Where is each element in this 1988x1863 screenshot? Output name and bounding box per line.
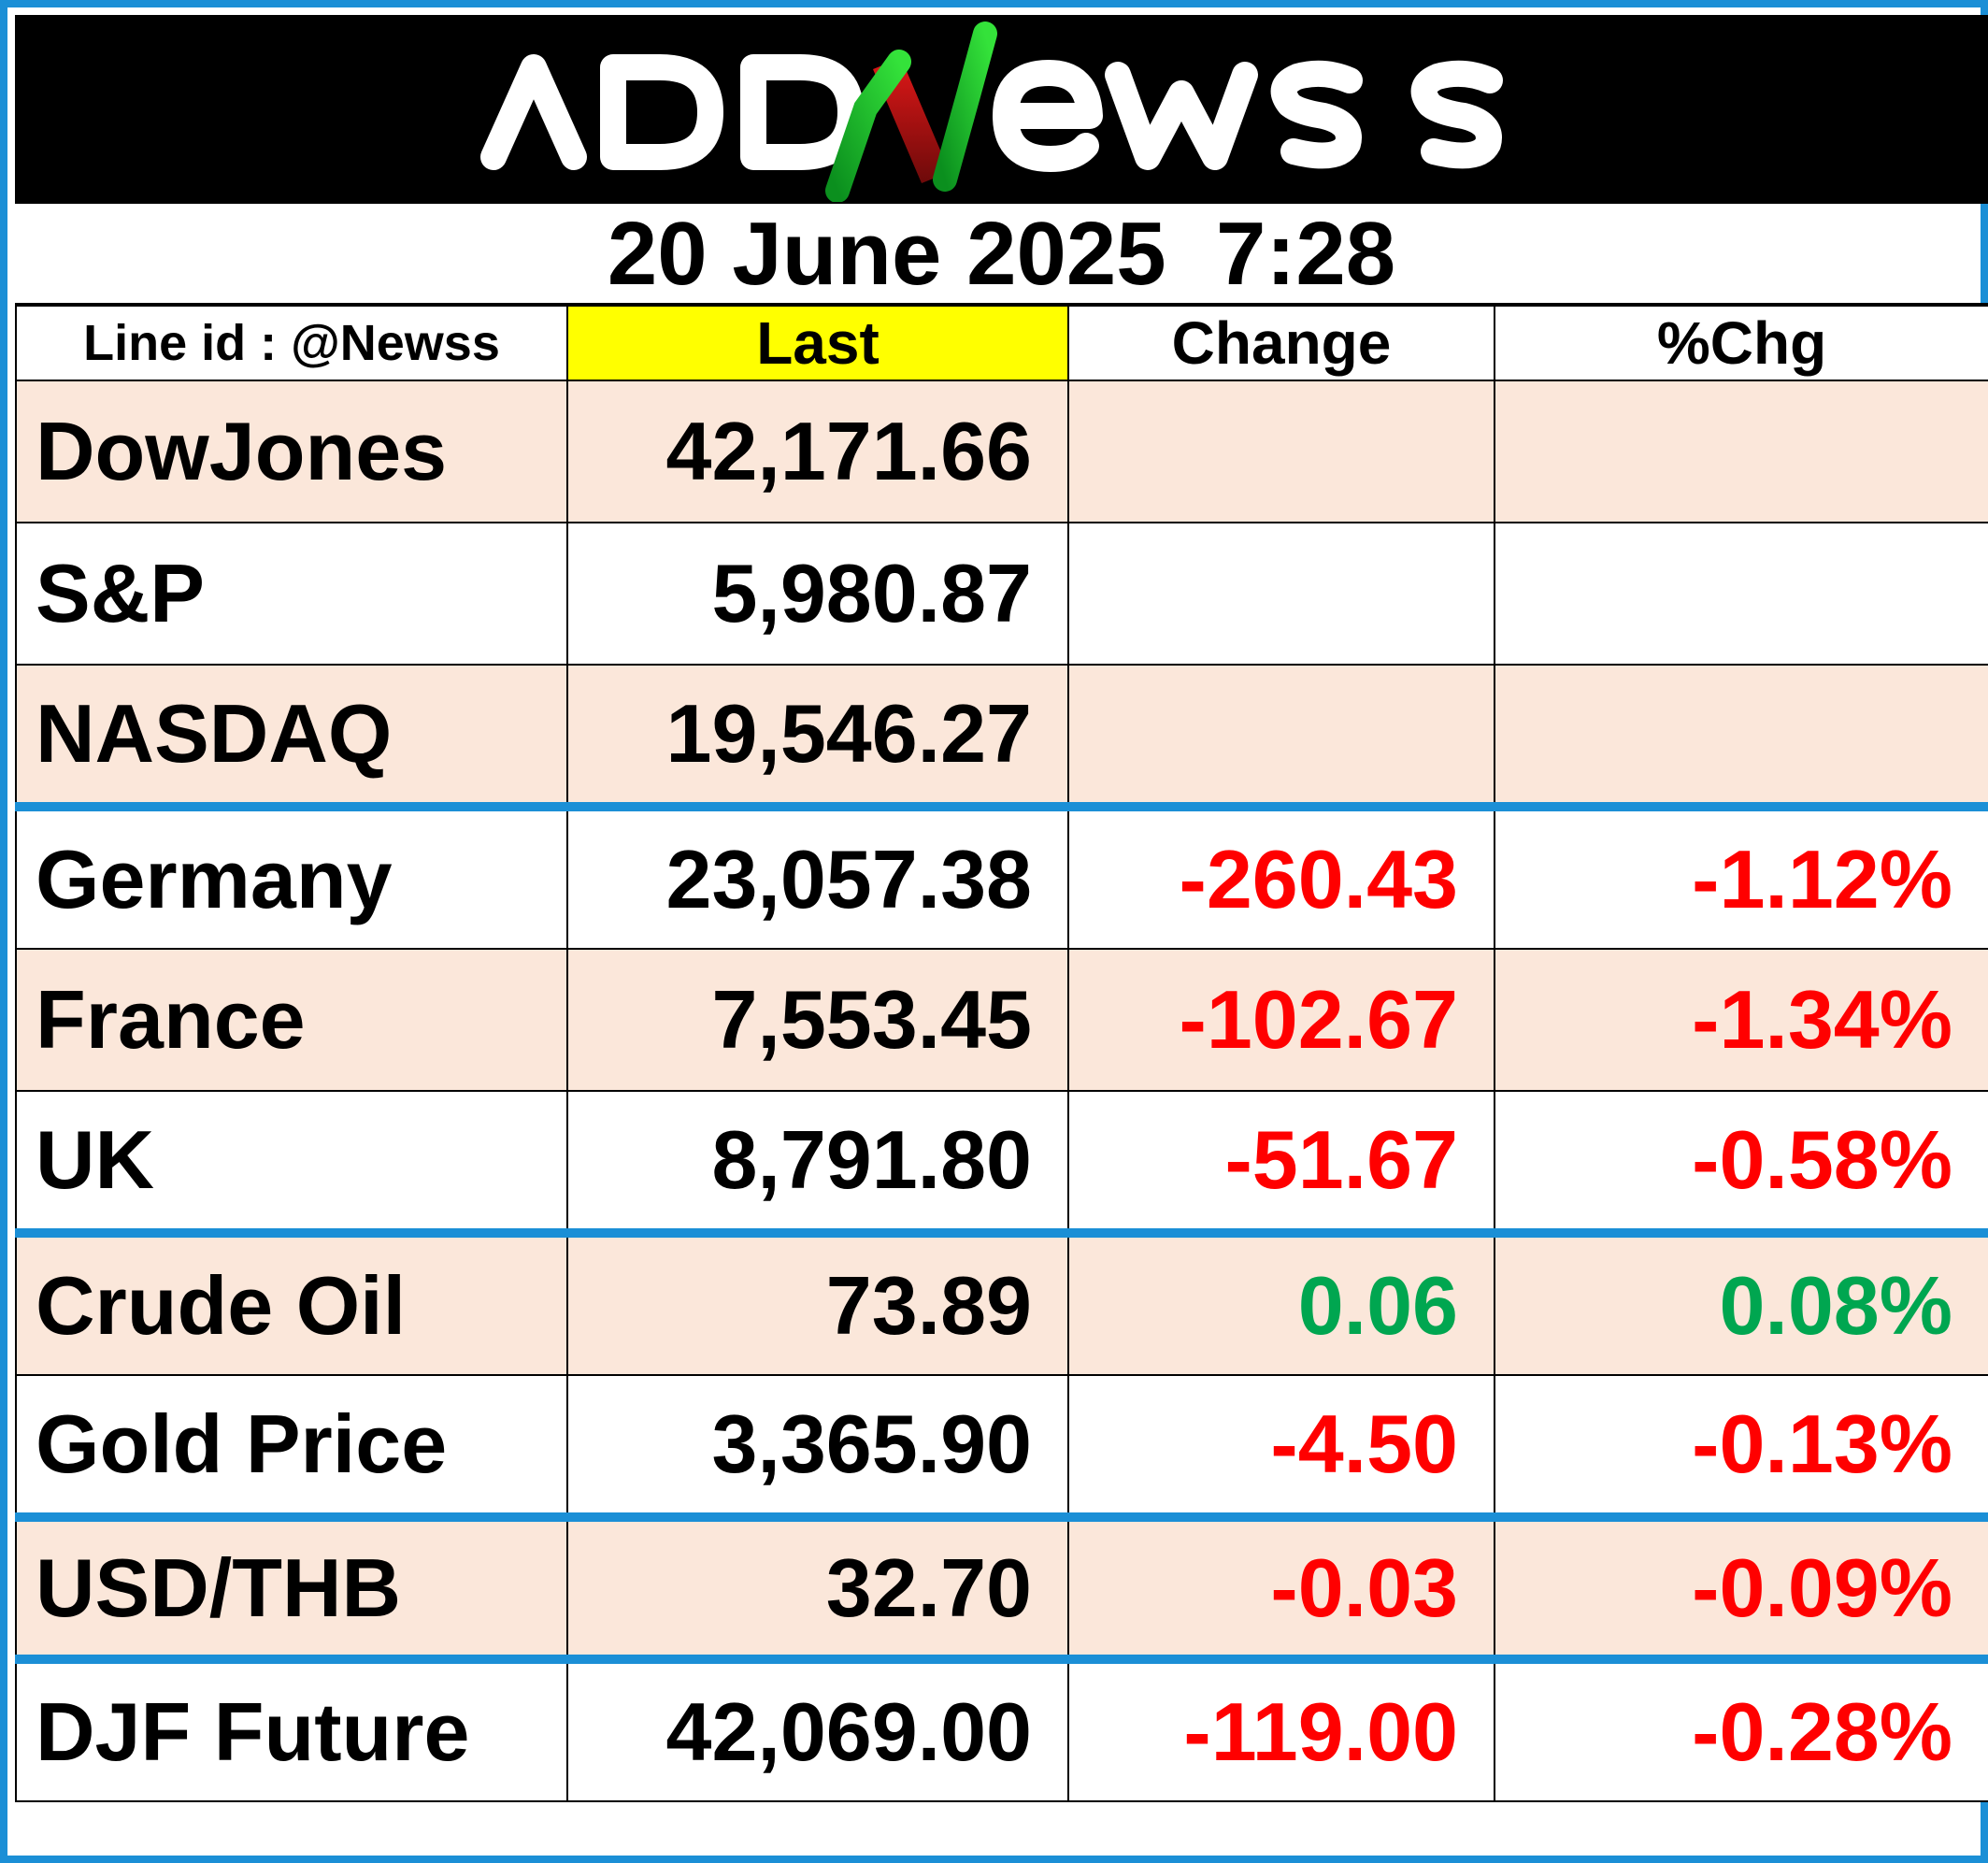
row-last: 8,791.80	[566, 1090, 1069, 1234]
row-name: Crude Oil	[15, 1228, 568, 1376]
table-row-nasdaq: NASDAQ 19,546.27	[15, 664, 1988, 808]
row-name: S&P	[15, 522, 568, 666]
row-last: 32.70	[566, 1512, 1069, 1660]
logo-banner	[15, 15, 1988, 202]
table-row-germany: Germany 23,057.38 -260.43 -1.12%	[15, 802, 1988, 950]
row-name: Gold Price	[15, 1374, 568, 1518]
row-last: 42,069.00	[566, 1655, 1069, 1802]
table-row-djf-future: DJF Future 42,069.00 -119.00 -0.28%	[15, 1655, 1988, 1802]
change-column-header: Change	[1067, 305, 1495, 381]
row-name: Germany	[15, 802, 568, 950]
row-change	[1067, 664, 1495, 808]
row-last: 3,365.90	[566, 1374, 1069, 1518]
row-change: -4.50	[1067, 1374, 1495, 1518]
market-table: Line id : @Newss Last Change %Chg DowJon…	[15, 305, 1988, 1802]
line-id-header: Line id : @Newss	[15, 305, 568, 381]
table-row-crude-oil: Crude Oil 73.89 0.06 0.08%	[15, 1228, 1988, 1376]
row-name: DowJones	[15, 380, 568, 523]
row-change: -0.03	[1067, 1512, 1495, 1660]
row-pct-change: 0.08%	[1494, 1228, 1988, 1376]
row-name: UK	[15, 1090, 568, 1234]
table-row-dowjones: DowJones 42,171.66	[15, 380, 1988, 523]
addnewss-logo	[480, 21, 1503, 202]
last-column-header: Last	[566, 305, 1069, 381]
row-last: 19,546.27	[566, 664, 1069, 808]
row-last: 42,171.66	[566, 380, 1069, 523]
row-name: France	[15, 948, 568, 1092]
table-row-france: France 7,553.45 -102.67 -1.34%	[15, 948, 1988, 1092]
row-pct-change: -0.28%	[1494, 1655, 1988, 1802]
row-last: 23,057.38	[566, 802, 1069, 950]
row-pct-change: -1.34%	[1494, 948, 1988, 1092]
row-pct-change: -1.12%	[1494, 802, 1988, 950]
row-change: -51.67	[1067, 1090, 1495, 1234]
row-name: DJF Future	[15, 1655, 568, 1802]
row-change: -119.00	[1067, 1655, 1495, 1802]
table-row-uk: UK 8,791.80 -51.67 -0.58%	[15, 1090, 1988, 1234]
row-pct-change: -0.09%	[1494, 1512, 1988, 1660]
table-row-sp: S&P 5,980.87	[15, 522, 1988, 666]
row-change	[1067, 380, 1495, 523]
row-change: 0.06	[1067, 1228, 1495, 1376]
row-pct-change	[1494, 380, 1988, 523]
row-name: NASDAQ	[15, 664, 568, 808]
pct-change-column-header: %Chg	[1494, 305, 1988, 381]
table-row-gold-price: Gold Price 3,365.90 -4.50 -0.13%	[15, 1374, 1988, 1518]
row-last: 5,980.87	[566, 522, 1069, 666]
row-change: -102.67	[1067, 948, 1495, 1092]
table-row-usd-thb: USD/THB 32.70 -0.03 -0.09%	[15, 1512, 1988, 1660]
row-pct-change: -0.58%	[1494, 1090, 1988, 1234]
row-change: -260.43	[1067, 802, 1495, 950]
row-pct-change	[1494, 522, 1988, 666]
row-last: 7,553.45	[566, 948, 1069, 1092]
row-name: USD/THB	[15, 1512, 568, 1660]
row-pct-change	[1494, 664, 1988, 808]
row-change	[1067, 522, 1495, 666]
table-header-row: Line id : @Newss Last Change %Chg	[15, 305, 1988, 381]
row-last: 73.89	[566, 1228, 1069, 1376]
row-pct-change: -0.13%	[1494, 1374, 1988, 1518]
date-time-line: 20 June 2025 7:28	[15, 202, 1988, 305]
